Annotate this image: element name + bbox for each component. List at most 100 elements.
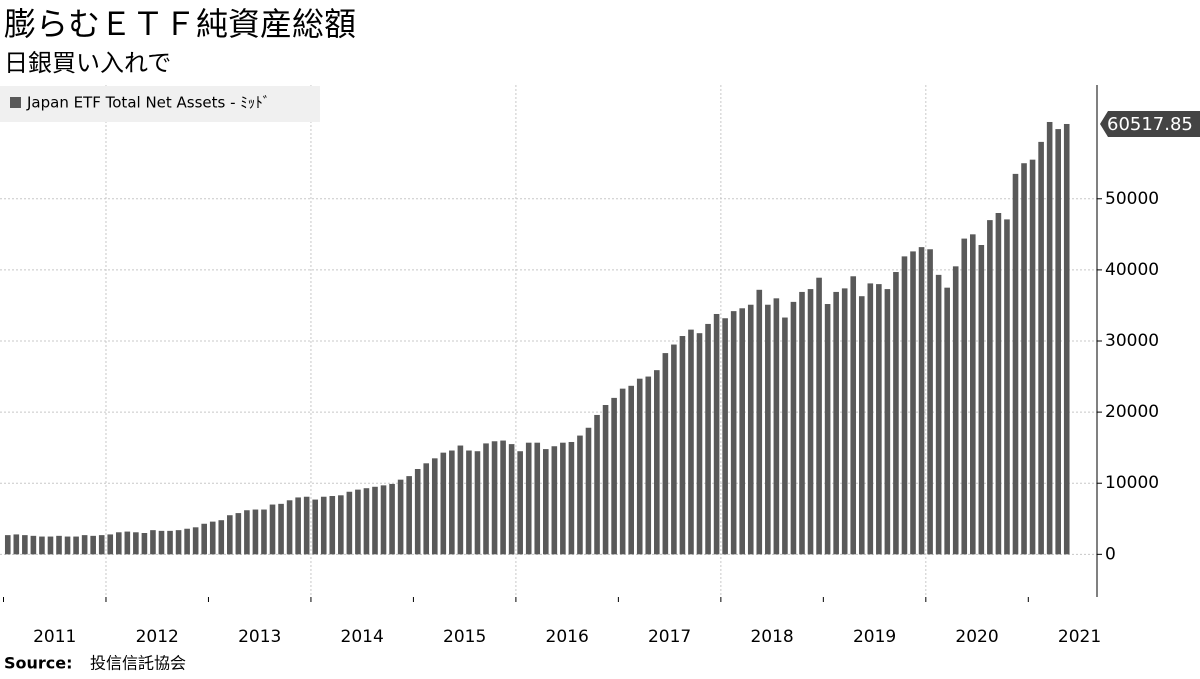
bar <box>722 318 728 555</box>
bar <box>705 323 711 555</box>
bar <box>508 444 515 555</box>
bar <box>372 486 378 555</box>
bar <box>773 298 780 555</box>
bar <box>457 445 464 555</box>
bar <box>1055 129 1061 555</box>
source-label: Source: <box>4 654 73 673</box>
bar <box>201 523 207 555</box>
bar <box>244 510 250 555</box>
bar <box>1063 123 1070 555</box>
bar <box>577 435 583 555</box>
bar <box>841 288 848 555</box>
bar <box>483 443 489 555</box>
bar <box>1046 121 1053 555</box>
bar <box>935 274 942 555</box>
bar <box>713 313 720 555</box>
bar <box>474 451 481 555</box>
x-tick-label: 2016 <box>546 627 589 647</box>
x-tick-label: 2019 <box>853 627 896 647</box>
y-tick-label: 0 <box>1105 544 1116 564</box>
bar <box>893 272 899 555</box>
bar <box>901 256 908 555</box>
bar <box>756 289 763 555</box>
bar <box>73 536 79 555</box>
bar <box>414 469 421 555</box>
bar <box>747 304 754 555</box>
bar <box>978 245 985 555</box>
bar <box>47 536 54 555</box>
bar <box>816 277 822 555</box>
bar <box>346 491 353 555</box>
bar <box>64 536 71 555</box>
bar <box>568 441 575 555</box>
bar <box>585 427 592 555</box>
bar <box>320 496 327 555</box>
bar <box>500 440 506 555</box>
bar <box>619 388 626 555</box>
bar <box>525 442 532 555</box>
bar <box>363 488 370 555</box>
last-value-label: 60517.85 <box>1107 114 1193 135</box>
legend-swatch <box>10 97 21 108</box>
bar <box>542 449 549 555</box>
bar <box>858 296 865 555</box>
bar <box>466 450 472 555</box>
bar <box>594 414 600 555</box>
bar <box>227 515 233 555</box>
legend-box <box>0 86 320 122</box>
bar <box>602 405 609 555</box>
bar <box>790 301 797 555</box>
bar <box>440 452 447 555</box>
bar <box>107 534 114 555</box>
bar <box>876 284 882 555</box>
bar <box>560 442 566 555</box>
bar <box>611 397 617 555</box>
bar <box>124 531 131 555</box>
x-tick-label: 2020 <box>955 627 998 647</box>
bar <box>730 311 737 555</box>
x-tick-label: 2018 <box>750 627 793 647</box>
bar <box>1021 163 1027 555</box>
bar <box>389 483 395 555</box>
bar <box>278 503 284 555</box>
bar <box>833 291 839 555</box>
x-tick-label: 2021 <box>1058 627 1101 647</box>
bar <box>662 353 669 555</box>
bar <box>491 441 498 555</box>
bar <box>355 489 361 555</box>
bar <box>269 504 276 555</box>
bar <box>636 378 643 555</box>
bar <box>192 527 199 555</box>
bar <box>286 500 293 555</box>
legend-label: Japan ETF Total Net Assets - ﾐｯﾄﾞ <box>26 94 270 112</box>
bar <box>867 283 874 555</box>
bar <box>824 304 831 555</box>
bar <box>39 536 45 555</box>
bar <box>397 479 404 555</box>
bar <box>303 496 310 555</box>
bar <box>380 485 387 555</box>
x-tick-label: 2011 <box>33 627 76 647</box>
bar <box>167 530 173 555</box>
bar <box>850 276 857 555</box>
bar <box>654 370 660 555</box>
bar <box>995 213 1002 555</box>
bar <box>338 495 344 555</box>
bar <box>884 289 891 555</box>
bar <box>782 317 788 555</box>
bar <box>98 535 105 555</box>
bar <box>1029 159 1036 555</box>
bar <box>952 266 959 555</box>
bar <box>961 238 968 555</box>
bar <box>30 535 37 555</box>
bar <box>551 446 558 555</box>
bar <box>90 535 96 555</box>
bar <box>295 497 301 555</box>
bar <box>534 442 541 555</box>
x-tick-label: 2012 <box>136 627 179 647</box>
bar <box>987 220 993 555</box>
bar <box>688 329 694 555</box>
bar <box>449 450 455 555</box>
bar <box>218 520 225 555</box>
